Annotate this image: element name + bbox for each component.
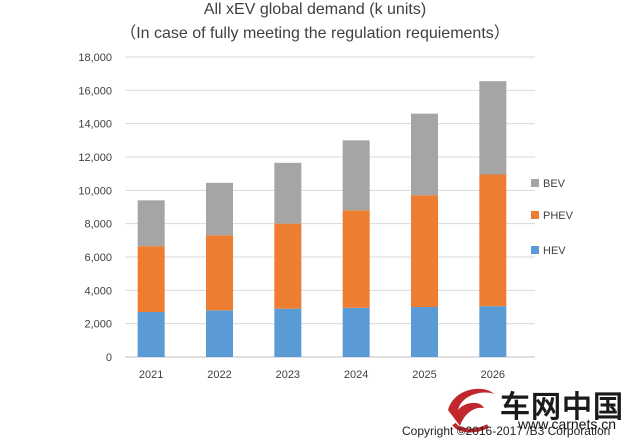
x-tick-label: 2023 <box>276 369 300 381</box>
bar-bev-2026 <box>479 81 507 175</box>
y-tick-label: 16,000 <box>78 85 112 97</box>
bar-bev-2024 <box>342 140 370 211</box>
legend-label-bev: BEV <box>543 178 566 190</box>
bar-phev-2023 <box>274 223 302 309</box>
legend-swatch-phev <box>531 211 539 219</box>
brand-url: www.carnets.cn <box>518 416 617 432</box>
x-tick-label: 2021 <box>139 369 163 381</box>
bar-hev-2025 <box>411 307 438 357</box>
y-tick-label: 6,000 <box>84 252 112 264</box>
y-tick-label: 4,000 <box>84 285 112 297</box>
bar-bev-2023 <box>274 162 302 224</box>
gridlines <box>125 56 535 358</box>
brand-name: 车网中国 <box>500 390 624 425</box>
bar-hev-2023 <box>274 308 302 357</box>
bar-hev-2021 <box>137 312 165 357</box>
y-tick-label: 12,000 <box>78 152 112 164</box>
legend-label-hev: HEV <box>543 245 566 257</box>
y-tick-label: 8,000 <box>84 219 112 231</box>
bar-bev-2022 <box>206 182 233 236</box>
bar-hev-2022 <box>206 310 233 357</box>
x-tick-label: 2022 <box>207 369 231 381</box>
bar-phev-2025 <box>411 195 438 307</box>
legend: BEV PHEV HEV <box>531 178 574 257</box>
y-axis: 0 2,000 4,000 6,000 8,000 10,000 12,000 14,000 1… <box>78 52 112 364</box>
x-tick-label: 2024 <box>344 369 368 381</box>
bar-bev-2021 <box>137 200 165 247</box>
x-tick-label: 2025 <box>412 369 436 381</box>
bar-phev-2022 <box>206 235 233 311</box>
x-axis: 2021 2022 2023 2024 2025 2026 <box>139 369 505 381</box>
bar-phev-2026 <box>479 174 507 307</box>
bars <box>137 81 507 357</box>
y-tick-label: 10,000 <box>78 185 112 197</box>
y-tick-label: 2,000 <box>84 319 112 331</box>
bar-bev-2025 <box>411 113 438 196</box>
y-tick-label: 14,000 <box>78 119 112 131</box>
legend-swatch-bev <box>531 179 539 187</box>
y-tick-label: 18,000 <box>78 52 112 64</box>
x-tick-label: 2026 <box>481 369 505 381</box>
bar-hev-2026 <box>479 306 507 357</box>
bar-phev-2024 <box>342 210 370 308</box>
chart-title: All xEV global demand (k units) <box>204 1 426 18</box>
carnets-logo-icon <box>448 388 494 433</box>
copyright-text: Copyright ©2016-2017 /B3 Corporation <box>402 424 611 438</box>
legend-swatch-hev <box>531 246 539 254</box>
bar-hev-2024 <box>342 307 370 357</box>
chart-subtitle: （In case of fully meeting the regulation… <box>120 24 510 42</box>
watermark: 车网中国 www.carnets.cn <box>440 380 640 439</box>
bar-phev-2021 <box>137 246 165 312</box>
legend-label-phev: PHEV <box>543 210 574 222</box>
y-tick-label: 0 <box>106 352 112 364</box>
